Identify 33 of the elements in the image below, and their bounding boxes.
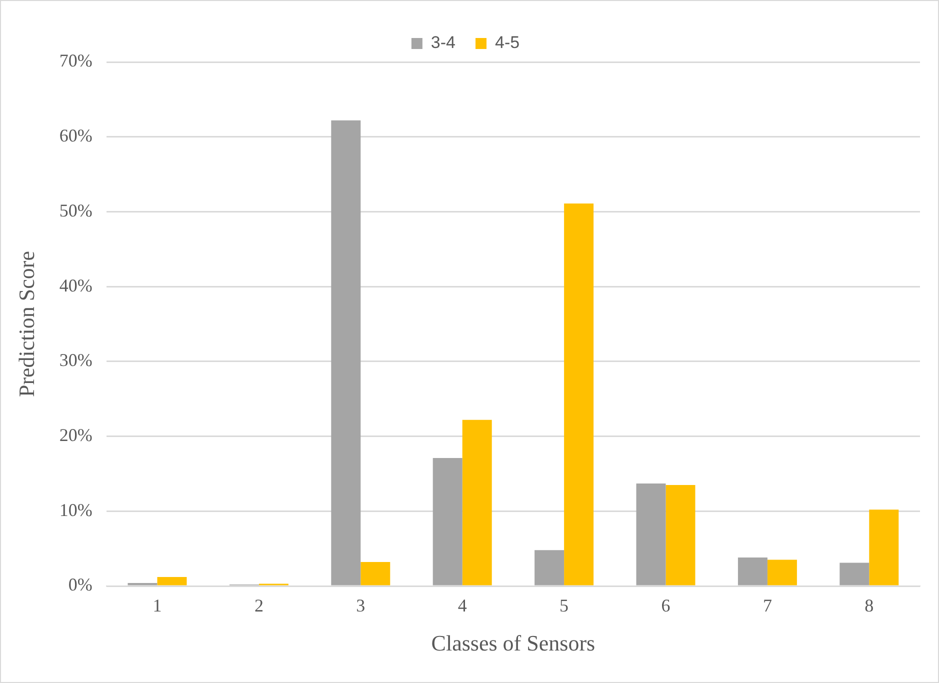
bar [462, 420, 492, 586]
x-axis-title: Classes of Sensors [431, 630, 596, 656]
x-tick-label: 2 [254, 596, 264, 616]
bar [869, 510, 899, 586]
x-tick-label: 6 [661, 596, 670, 616]
bar [738, 558, 768, 586]
y-axis-title: Prediction Score [14, 250, 39, 398]
legend-label: 3-4 [430, 33, 456, 52]
legend-label: 4-5 [495, 33, 520, 52]
y-tick-label: 30% [59, 350, 92, 370]
x-tick-label: 1 [152, 596, 162, 616]
x-tick-label: 8 [864, 596, 874, 616]
x-tick-label: 5 [560, 596, 569, 616]
bar [534, 550, 564, 586]
bar [564, 203, 594, 586]
bar [840, 562, 870, 586]
y-tick-label: 50% [59, 200, 92, 220]
bar [767, 560, 797, 586]
bar [636, 483, 666, 586]
x-tick-label: 3 [356, 596, 366, 616]
y-tick-label: 70% [59, 50, 92, 71]
x-tick-label: 7 [762, 596, 772, 616]
bar [432, 458, 462, 586]
y-tick-label: 10% [59, 500, 92, 520]
bar [157, 577, 187, 586]
bar [331, 120, 361, 586]
y-tick-label: 20% [59, 425, 92, 446]
y-tick-label: 60% [59, 126, 92, 146]
bar [360, 562, 390, 586]
y-tick-label: 40% [59, 275, 92, 296]
x-tick-label: 4 [458, 596, 467, 616]
y-tick-label: 0% [68, 574, 92, 595]
bar [666, 484, 696, 586]
